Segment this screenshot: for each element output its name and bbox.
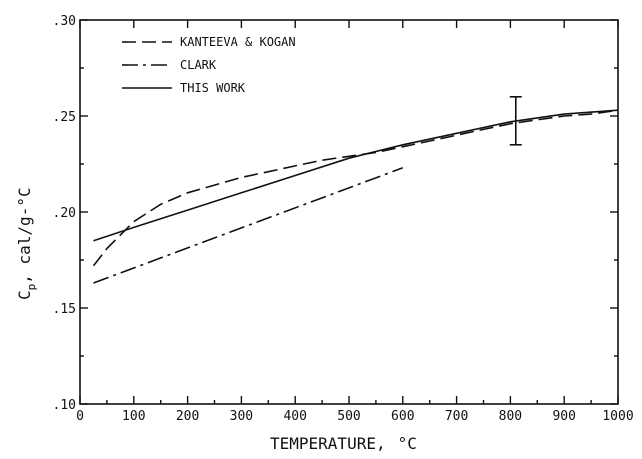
x-tick-label: 600 <box>391 409 414 424</box>
x-tick-label: 800 <box>499 409 522 424</box>
x-tick-label: 400 <box>283 409 306 424</box>
error-bar-layer <box>509 96 522 146</box>
series-line-kanteeva-kogan <box>92 109 619 267</box>
x-tick-label: 700 <box>445 409 468 424</box>
legend-label: KANTEEVA & KOGAN <box>180 35 296 49</box>
y-tick-label: .30 <box>53 14 76 29</box>
y-tick-label: .25 <box>53 110 76 125</box>
y-tick-label: .15 <box>53 302 76 317</box>
plot-frame <box>79 19 619 405</box>
x-tick-label: 200 <box>176 409 199 424</box>
x-axis-ticks: 0 100 200 300 400 500 600 700 800 900 1000 <box>76 20 634 424</box>
y-axis-title: Cp, cal/g-°C <box>15 187 38 300</box>
legend-label: CLARK <box>180 58 217 72</box>
legend: KANTEEVA & KOGAN CLARK THIS WORK <box>122 35 296 95</box>
series-line-clark <box>93 167 404 284</box>
x-tick-label: 500 <box>337 409 360 424</box>
y-tick-label: .20 <box>53 206 76 221</box>
legend-label: THIS WORK <box>180 81 246 95</box>
y-axis-ticks: .10 .15 .20 .25 .30 <box>53 14 618 413</box>
y-tick-label: .10 <box>53 398 76 413</box>
series-line-this-work <box>93 109 619 242</box>
series-layer <box>92 109 619 284</box>
x-tick-label: 0 <box>76 409 84 424</box>
x-tick-label: 1000 <box>602 409 633 424</box>
x-tick-label: 900 <box>552 409 575 424</box>
x-axis-title: TEMPERATURE, °C <box>270 434 417 453</box>
x-tick-label: 300 <box>230 409 253 424</box>
x-tick-label: 100 <box>122 409 145 424</box>
